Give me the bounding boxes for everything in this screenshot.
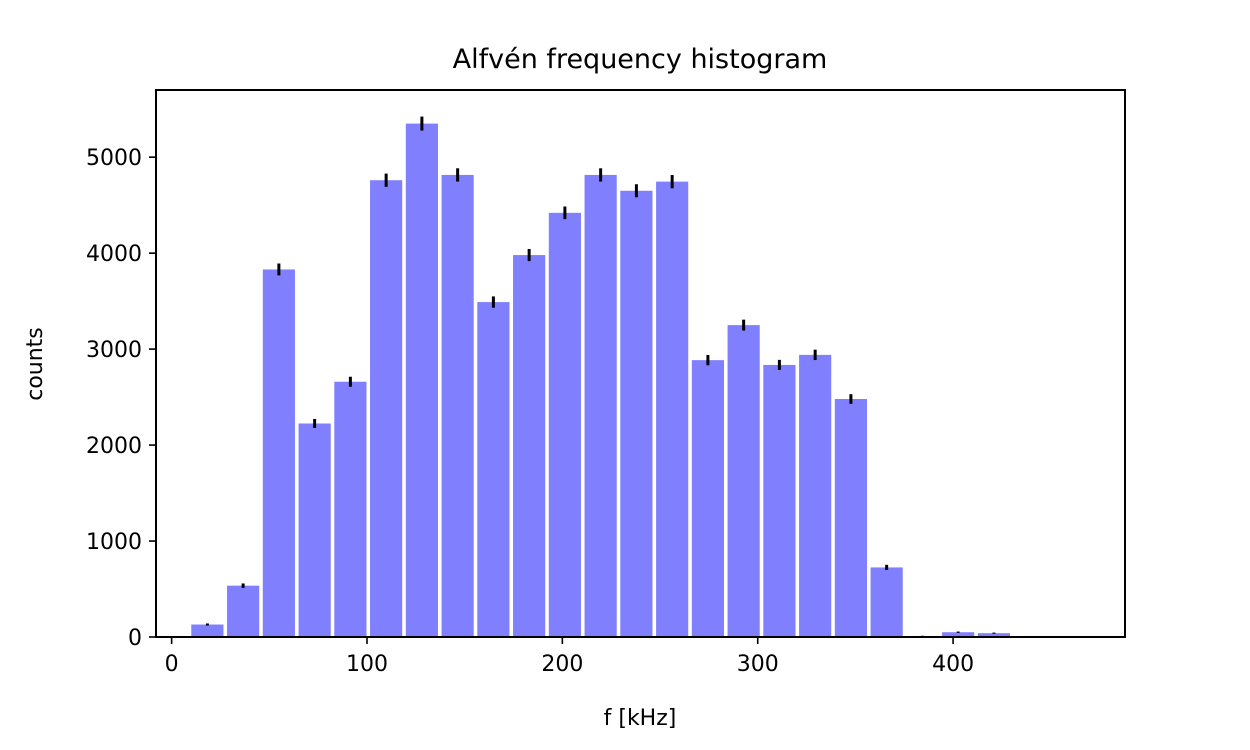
chart-title: Alfvén frequency histogram: [453, 44, 828, 75]
histogram-bar: [298, 423, 331, 637]
histogram-bar: [763, 364, 796, 637]
y-tick-label: 4000: [86, 242, 142, 267]
x-tick-label: 300: [737, 652, 779, 677]
x-tick-label: 0: [165, 652, 179, 677]
histogram-bar: [405, 123, 438, 638]
histogram-bar: [942, 632, 975, 637]
histogram-bar: [548, 212, 581, 637]
histogram-bar: [656, 181, 689, 637]
histogram-bar: [727, 325, 760, 637]
histogram-bar: [870, 567, 903, 637]
histogram-bar: [513, 255, 546, 638]
y-tick-label: 1000: [86, 530, 142, 555]
histogram-bar: [334, 381, 367, 637]
x-axis-ticks: 0 100 200 300 400: [165, 637, 974, 677]
histogram-bar: [191, 624, 224, 637]
x-axis-label: f [kHz]: [604, 706, 677, 731]
x-tick-label: 400: [932, 652, 974, 677]
histogram-bar: [799, 354, 832, 637]
y-axis-ticks: 0 1000 2000 3000 4000 5000: [86, 146, 156, 651]
y-tick-label: 3000: [86, 338, 142, 363]
bars-group: [191, 123, 1082, 638]
histogram-bar: [262, 269, 295, 637]
y-tick-label: 2000: [86, 434, 142, 459]
histogram-bar: [477, 302, 510, 637]
histogram-bar: [227, 585, 260, 637]
y-tick-label: 0: [128, 626, 142, 651]
x-tick-label: 200: [541, 652, 583, 677]
histogram-bar: [370, 180, 403, 637]
histogram-bar: [691, 360, 724, 637]
y-tick-label: 5000: [86, 146, 142, 171]
y-axis-label: counts: [23, 327, 48, 401]
plot-frame: [155, 89, 1126, 638]
x-tick-label: 100: [346, 652, 388, 677]
histogram-bar: [441, 174, 474, 637]
histogram-bar: [977, 633, 1010, 637]
histogram-bar: [584, 174, 617, 637]
histogram-bar: [620, 190, 653, 637]
histogram-bar: [834, 399, 867, 637]
